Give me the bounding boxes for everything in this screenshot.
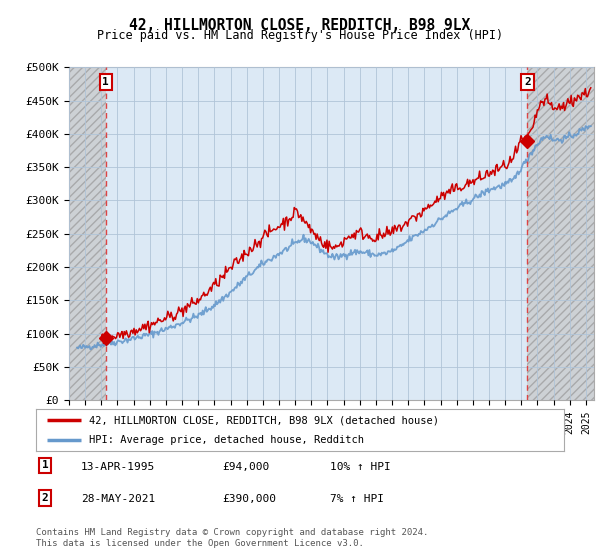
Text: 1: 1: [41, 460, 49, 470]
Text: Price paid vs. HM Land Registry's House Price Index (HPI): Price paid vs. HM Land Registry's House …: [97, 29, 503, 42]
Bar: [527, 67, 594, 400]
Text: Contains HM Land Registry data © Crown copyright and database right 2024.
This d: Contains HM Land Registry data © Crown c…: [36, 528, 428, 548]
Bar: [69, 67, 106, 400]
Text: 10% ↑ HPI: 10% ↑ HPI: [330, 462, 391, 472]
Text: 7% ↑ HPI: 7% ↑ HPI: [330, 494, 384, 505]
Text: 28-MAY-2021: 28-MAY-2021: [81, 494, 155, 505]
Text: £94,000: £94,000: [222, 462, 269, 472]
Text: 2: 2: [41, 493, 49, 503]
Text: 13-APR-1995: 13-APR-1995: [81, 462, 155, 472]
Text: 1: 1: [103, 77, 109, 87]
Text: HPI: Average price, detached house, Redditch: HPI: Average price, detached house, Redd…: [89, 435, 364, 445]
Text: 2: 2: [524, 77, 531, 87]
Text: 42, HILLMORTON CLOSE, REDDITCH, B98 9LX (detached house): 42, HILLMORTON CLOSE, REDDITCH, B98 9LX …: [89, 415, 439, 425]
Text: 42, HILLMORTON CLOSE, REDDITCH, B98 9LX: 42, HILLMORTON CLOSE, REDDITCH, B98 9LX: [130, 18, 470, 33]
Text: £390,000: £390,000: [222, 494, 276, 505]
